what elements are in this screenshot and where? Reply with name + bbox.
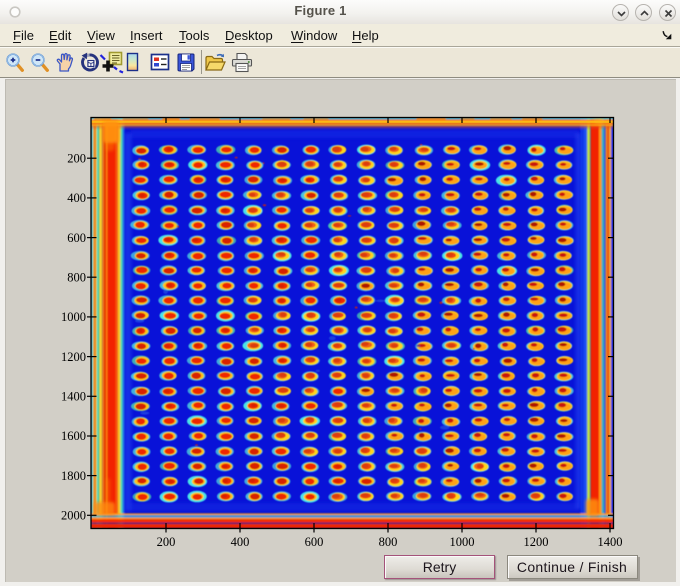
svg-text:2000: 2000 (61, 509, 86, 523)
svg-text:1600: 1600 (61, 429, 86, 443)
svg-text:800: 800 (379, 535, 398, 549)
svg-text:1400: 1400 (61, 390, 86, 404)
svg-text:1200: 1200 (524, 535, 549, 549)
svg-text:200: 200 (157, 535, 176, 549)
svg-text:1400: 1400 (598, 535, 623, 549)
svg-text:1000: 1000 (61, 310, 86, 324)
svg-text:1800: 1800 (61, 469, 86, 483)
svg-text:400: 400 (67, 191, 86, 205)
svg-text:600: 600 (67, 231, 86, 245)
svg-text:1200: 1200 (61, 350, 86, 364)
svg-text:1000: 1000 (450, 535, 475, 549)
svg-text:600: 600 (305, 535, 324, 549)
svg-text:200: 200 (67, 151, 86, 165)
svg-text:400: 400 (231, 535, 250, 549)
svg-text:800: 800 (67, 270, 86, 284)
